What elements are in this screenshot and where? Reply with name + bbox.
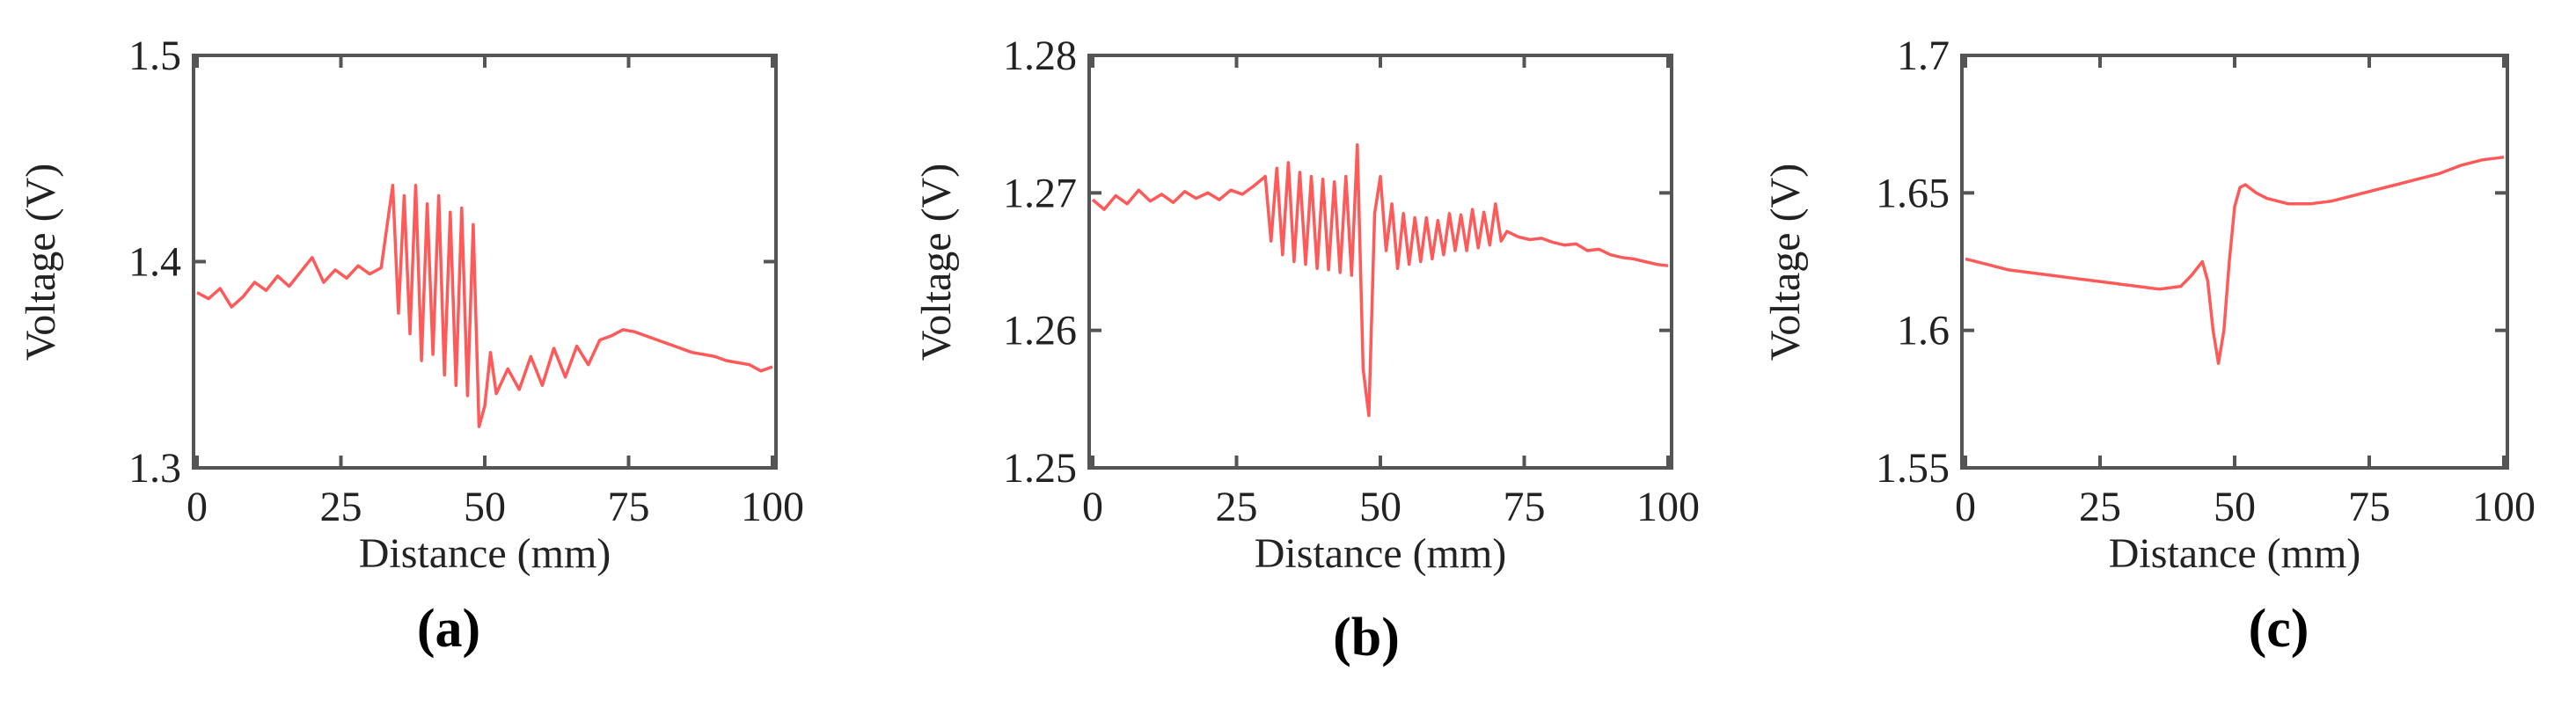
panel-a-y-tick-label: 1.5 — [128, 33, 181, 79]
panel-c-y-tick-label: 1.55 — [1876, 445, 1950, 492]
panel-c-x-tick-label: 0 — [1955, 484, 1976, 530]
panel-a-x-tick-label: 50 — [464, 484, 506, 530]
panel-a-x-tick-labels: 0 25 50 75 100 — [187, 484, 804, 530]
panel-b-label: (b) — [1333, 608, 1400, 667]
panel-a-x-tick-label: 100 — [741, 484, 804, 530]
panel-c-y-tick-label: 1.6 — [1897, 308, 1950, 354]
panel-c: 1.551.61.651.7 0 25 50 75 100 Distance (mm) … — [1762, 33, 2536, 659]
panel-b-x-tick-label: 0 — [1082, 484, 1103, 530]
panel-a-y-axis-label: Voltage (V) — [18, 164, 64, 361]
panel-b-x-tick-label: 75 — [1504, 484, 1546, 530]
panel-c-x-tick-label: 25 — [2079, 484, 2121, 530]
panel-a-label: (a) — [417, 599, 480, 659]
panel-b: 1.25 1.26 1.27 1.28 0 25 50 75 100 Distance (mm… — [913, 33, 1700, 667]
panel-a-voltage-line — [196, 183, 773, 428]
panel-c-y-tick-label: 1.65 — [1876, 170, 1950, 216]
panel-b-y-tick-label: 1.26 — [1003, 308, 1077, 354]
panel-b-y-tick-label: 1.25 — [1003, 445, 1077, 492]
panel-c-voltage-line — [1965, 155, 2505, 365]
panel-b-y-axis-label: Voltage (V) — [913, 164, 960, 361]
panel-c-plot-frame — [1960, 54, 2509, 470]
panel-a-x-axis-label: Distance (mm) — [359, 530, 611, 577]
panel-b-y-tick-label: 1.28 — [1003, 33, 1077, 79]
panel-c-y-axis-label: Voltage (V) — [1762, 164, 1809, 361]
panel-c-x-tick-labels: 0 25 50 75 100 — [1955, 484, 2536, 530]
panel-c-x-tick-label: 75 — [2348, 484, 2390, 530]
panel-b-voltage-line — [1091, 142, 1669, 418]
panel-b-x-tick-label: 50 — [1359, 484, 1401, 530]
panel-c-ticks — [1962, 54, 2507, 470]
panel-b-ticks — [1089, 54, 1672, 470]
panel-a-y-tick-label: 1.3 — [128, 445, 181, 492]
panel-c-x-tick-label: 50 — [2214, 484, 2256, 530]
panel-b-y-tick-label: 1.27 — [1003, 170, 1077, 216]
panel-b-x-tick-labels: 0 25 50 75 100 — [1082, 484, 1700, 530]
panel-a-y-tick-label: 1.4 — [128, 239, 181, 286]
panel-c-y-tick-label: 1.7 — [1897, 33, 1950, 79]
panel-a-x-tick-label: 75 — [608, 484, 650, 530]
panel-b-plot-frame — [1087, 54, 1673, 470]
panel-c-x-tick-label: 100 — [2472, 484, 2536, 530]
panel-a-x-tick-label: 0 — [187, 484, 208, 530]
panel-a: 1.3 1.4 1.5 0 25 50 75 100 Distance (mm) Volta… — [18, 33, 804, 659]
panel-b-x-tick-label: 100 — [1636, 484, 1700, 530]
panel-b-x-tick-label: 25 — [1216, 484, 1258, 530]
panel-a-y-tick-labels: 1.3 1.4 1.5 — [128, 33, 181, 492]
panel-b-x-axis-label: Distance (mm) — [1255, 530, 1507, 577]
panel-a-ticks — [194, 54, 776, 470]
panel-c-label: (c) — [2249, 599, 2309, 659]
panel-a-x-tick-label: 25 — [320, 484, 362, 530]
panel-b-y-tick-labels: 1.25 1.26 1.27 1.28 — [1003, 33, 1077, 492]
panel-c-y-tick-labels: 1.55 1.6 1.65 1.7 — [1876, 33, 1950, 492]
panel-c-x-axis-label: Distance (mm) — [2109, 530, 2361, 577]
